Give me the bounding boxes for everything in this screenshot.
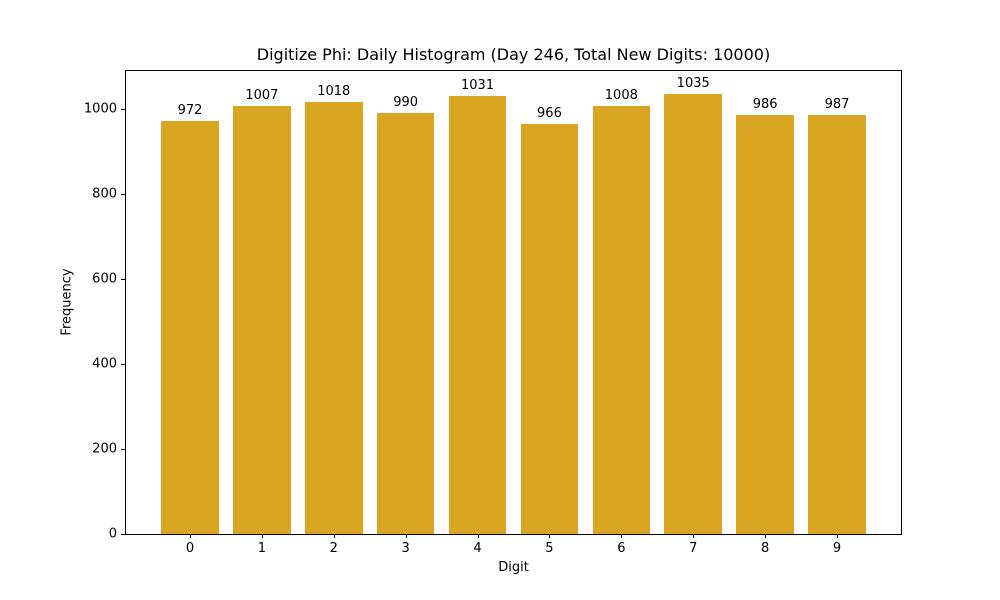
- y-tick-label: 1000: [83, 101, 117, 117]
- y-tick: [121, 534, 125, 535]
- y-tick: [121, 279, 125, 281]
- x-tick-label: 6: [617, 541, 626, 556]
- x-tick: [693, 534, 695, 538]
- x-tick: [261, 534, 263, 538]
- y-axis-label: Frequency: [59, 268, 75, 336]
- bar-value-label: 966: [537, 105, 562, 121]
- bar-digit-8: [736, 115, 794, 534]
- y-tick: [121, 364, 125, 366]
- x-axis-label: Digit: [498, 560, 529, 575]
- bar-value-label: 1007: [245, 88, 279, 104]
- bar-value-label: 986: [752, 97, 778, 113]
- x-tick: [837, 534, 838, 538]
- x-tick: [765, 534, 767, 538]
- bar-digit-4: [448, 96, 507, 534]
- bar-digit-6: [592, 105, 651, 534]
- y-tick-label: 400: [92, 356, 117, 372]
- bar-digit-3: [376, 113, 435, 534]
- x-tick: [477, 534, 479, 538]
- bar-value-label: 990: [393, 95, 419, 111]
- chart-title: Digitize Phi: Daily Histogram (Day 246, …: [256, 45, 771, 64]
- x-tick-label: 5: [545, 541, 554, 556]
- y-tick: [121, 109, 125, 111]
- x-tick: [549, 534, 551, 538]
- bar-value-label: 1035: [676, 76, 710, 92]
- x-tick-label: 9: [832, 541, 842, 556]
- y-tick-label: 600: [92, 271, 117, 287]
- x-tick-label: 4: [473, 541, 482, 556]
- x-tick: [190, 534, 191, 538]
- plot-area: 972 0 1007 1 1018 2 990 3 1031 4 966 5 1008 6 1035 7 986…: [84, 70, 902, 556]
- x-tick-label: 3: [401, 541, 410, 556]
- x-tick-label: 7: [689, 541, 698, 556]
- bar-value-label: 1031: [461, 78, 495, 94]
- y-tick-label: 200: [92, 441, 117, 457]
- bar-digit-1: [233, 106, 291, 534]
- x-tick-label: 2: [329, 541, 338, 556]
- bar-digit-0: [161, 121, 219, 534]
- x-tick: [333, 534, 335, 538]
- x-tick: [621, 534, 623, 538]
- x-tick-label: 8: [760, 541, 770, 556]
- y-tick: [121, 194, 125, 196]
- bar-value-label: 987: [824, 96, 850, 112]
- y-tick-label: 800: [92, 186, 117, 202]
- bar-digit-2: [305, 101, 363, 534]
- x-tick: [405, 534, 407, 538]
- bar-value-label: 1018: [317, 83, 351, 99]
- bar-digit-7: [664, 94, 722, 534]
- x-tick-label: 1: [257, 541, 267, 556]
- bar-value-label: 972: [177, 103, 203, 119]
- x-tick-label: 0: [185, 541, 195, 556]
- y-tick: [121, 449, 125, 451]
- bar-value-label: 1008: [604, 87, 638, 103]
- y-tick-label: 0: [108, 526, 117, 542]
- bar-digit-9: [808, 114, 866, 534]
- bar-digit-5: [520, 123, 579, 534]
